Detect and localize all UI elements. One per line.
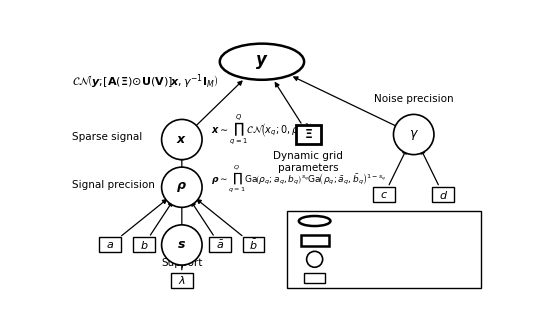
Ellipse shape: [299, 216, 330, 226]
Bar: [373, 187, 395, 202]
Text: $\gamma$: $\gamma$: [409, 127, 419, 141]
Bar: [287, 211, 481, 288]
Text: $c$: $c$: [380, 190, 388, 200]
Text: Dynamic grid
parameters: Dynamic grid parameters: [274, 151, 343, 173]
Bar: [209, 237, 231, 252]
Text: $d$: $d$: [438, 189, 448, 201]
Bar: [296, 126, 320, 143]
Text: Observations: Observations: [336, 216, 405, 226]
Ellipse shape: [307, 251, 323, 267]
Text: $\boldsymbol{s}$: $\boldsymbol{s}$: [177, 238, 187, 251]
Text: Grid parameters: Grid parameters: [336, 235, 422, 245]
Text: Prior parameters: Prior parameters: [336, 274, 424, 283]
Bar: [133, 237, 155, 252]
Text: $\lambda$: $\lambda$: [178, 274, 186, 286]
Text: $\boldsymbol{\rho}\sim\prod_{q=1}^{Q}\mathrm{Ga}\!\left(\rho_q;a_q,b_q\right)^{s: $\boldsymbol{\rho}\sim\prod_{q=1}^{Q}\ma…: [211, 164, 387, 195]
Text: $\mathcal{CN}\!\left(\boldsymbol{y};\!\left[\mathbf{A}(\boldsymbol{\Xi})\!\odot\: $\mathcal{CN}\!\left(\boldsymbol{y};\!\l…: [72, 73, 219, 91]
Text: Support: Support: [161, 258, 202, 268]
Text: $a$: $a$: [106, 240, 114, 250]
Bar: [243, 237, 264, 252]
Text: Sparse signal: Sparse signal: [72, 132, 143, 142]
Bar: [432, 187, 454, 202]
Ellipse shape: [162, 119, 202, 160]
Text: $\boldsymbol{x}\sim\prod_{q=1}^{Q}\mathcal{CN}\!\left(x_q;0,\rho_q^{-1}\right)$: $\boldsymbol{x}\sim\prod_{q=1}^{Q}\mathc…: [211, 112, 314, 147]
Ellipse shape: [162, 225, 202, 265]
Text: $\bar{b}$: $\bar{b}$: [249, 238, 258, 252]
Ellipse shape: [393, 114, 434, 155]
Bar: [99, 237, 121, 252]
Ellipse shape: [162, 167, 202, 207]
Bar: [171, 273, 193, 288]
Ellipse shape: [220, 44, 304, 80]
Bar: [304, 274, 325, 284]
Text: $\boldsymbol{x}$: $\boldsymbol{x}$: [176, 133, 187, 146]
Text: Noise precision: Noise precision: [374, 94, 454, 104]
Text: $\boldsymbol{\Xi}$: $\boldsymbol{\Xi}$: [304, 128, 313, 141]
Text: $\boldsymbol{y}$: $\boldsymbol{y}$: [255, 53, 269, 71]
Text: Signal precision: Signal precision: [72, 180, 155, 190]
Text: Variables: Variables: [336, 254, 384, 264]
Text: $\boldsymbol{\rho}$: $\boldsymbol{\rho}$: [176, 180, 187, 194]
Text: $\bar{a}$: $\bar{a}$: [216, 239, 224, 251]
Text: $b$: $b$: [140, 239, 148, 251]
Bar: [301, 235, 329, 246]
